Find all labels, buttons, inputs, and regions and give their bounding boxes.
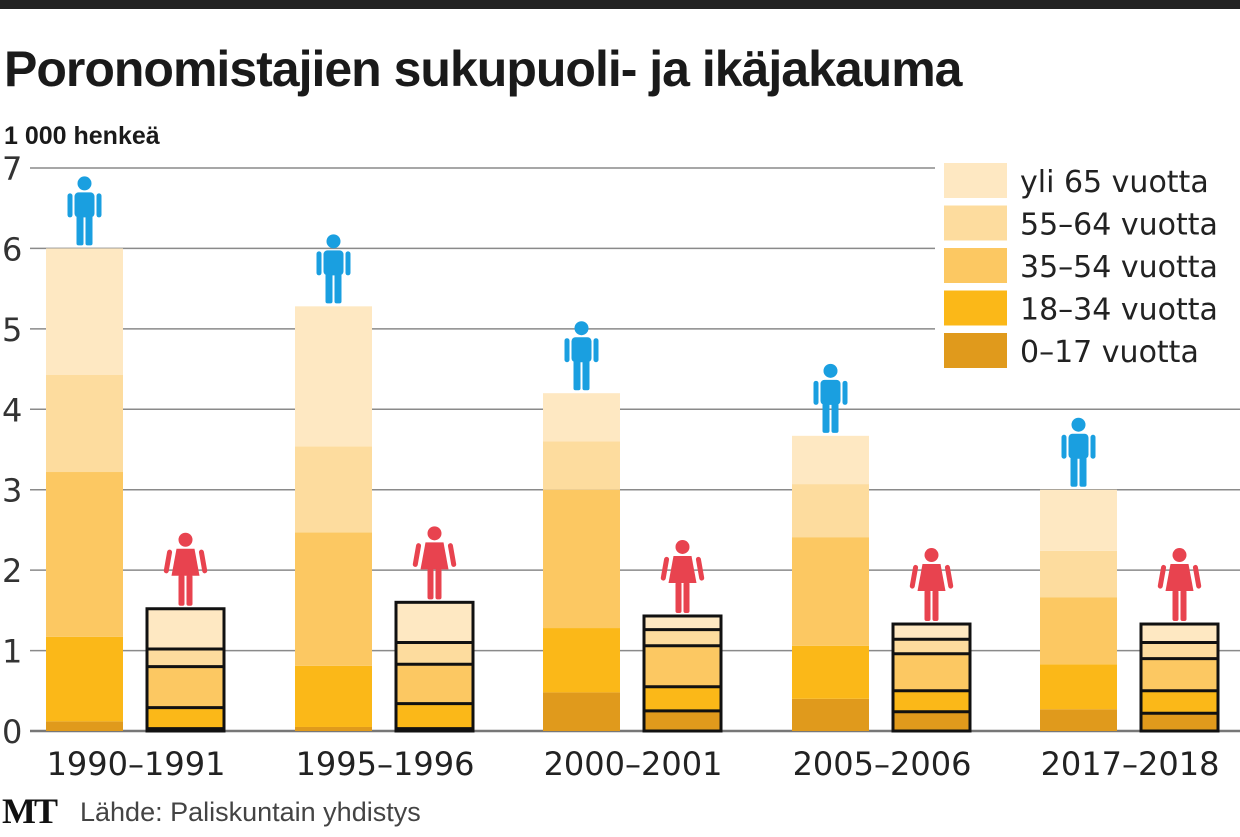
x-tick-label: 2005–2006 bbox=[793, 745, 972, 783]
bar-outline bbox=[145, 607, 226, 733]
bar-segment-naiset bbox=[893, 624, 970, 640]
bar-segment-naiset bbox=[147, 666, 224, 708]
bar-segment-miehet bbox=[46, 721, 123, 731]
bar-segment-naiset bbox=[644, 629, 721, 646]
bar-segment-miehet bbox=[543, 628, 620, 693]
bar-segment-miehet bbox=[46, 636, 123, 722]
legend-label: 55–64 vuotta bbox=[1020, 208, 1218, 243]
bar-outline bbox=[891, 622, 972, 733]
bar-segment-miehet bbox=[295, 446, 372, 533]
bar-segment-naiset bbox=[396, 703, 473, 729]
y-axis-unit-label: 1 000 henkeä bbox=[4, 122, 160, 150]
bar-segment-miehet bbox=[1040, 597, 1117, 665]
bar-segment-miehet bbox=[792, 645, 869, 699]
bar-segment-miehet bbox=[792, 435, 869, 485]
x-tick-label: 2000–2001 bbox=[544, 745, 723, 783]
legend-label: yli 65 vuotta bbox=[1020, 165, 1209, 200]
bar-segment-naiset bbox=[644, 645, 721, 687]
bar-segment-naiset bbox=[1141, 690, 1218, 714]
bar-segment-miehet bbox=[543, 441, 620, 490]
bar-segment-miehet bbox=[295, 306, 372, 447]
bar-segment-naiset bbox=[893, 653, 970, 691]
y-tick-label: 1 bbox=[2, 633, 22, 671]
x-tick-label: 2017–2018 bbox=[1041, 745, 1220, 783]
bar-segment-miehet bbox=[295, 665, 372, 727]
legend-label: 35–54 vuotta bbox=[1020, 250, 1218, 285]
y-tick-label: 5 bbox=[2, 311, 22, 349]
bar-segment-naiset bbox=[147, 648, 224, 667]
y-tick-label: 7 bbox=[2, 150, 22, 188]
bar-segment-naiset bbox=[147, 707, 224, 729]
bar-segment-miehet bbox=[1040, 664, 1117, 710]
y-tick-label: 6 bbox=[2, 230, 22, 268]
bar-segment-naiset bbox=[1141, 713, 1218, 731]
man-icon bbox=[1061, 417, 1096, 487]
bar-segment-miehet bbox=[792, 698, 869, 731]
man-icon bbox=[316, 234, 351, 304]
y-tick-label: 0 bbox=[2, 713, 22, 751]
woman-icon bbox=[660, 539, 705, 613]
bar-segment-miehet bbox=[1040, 489, 1117, 551]
bar-segment-naiset bbox=[1141, 642, 1218, 659]
mt-logo: MT bbox=[2, 791, 58, 831]
woman-icon bbox=[1157, 548, 1202, 622]
bar-segment-miehet bbox=[1040, 709, 1117, 731]
bar-segment-naiset bbox=[893, 711, 970, 731]
bar-segment-naiset bbox=[396, 602, 473, 643]
bar-segment-naiset bbox=[147, 608, 224, 649]
x-tick-label: 1995–1996 bbox=[296, 745, 475, 783]
bar-segment-miehet bbox=[1040, 550, 1117, 598]
bar-segment-miehet bbox=[543, 692, 620, 731]
bar-segment-naiset bbox=[644, 686, 721, 711]
legend-swatch bbox=[944, 163, 1007, 198]
bar-outline bbox=[1139, 622, 1220, 733]
bar-segment-naiset bbox=[644, 615, 721, 630]
bar-segment-miehet bbox=[46, 248, 123, 375]
legend-swatch bbox=[944, 333, 1007, 368]
bar-segment-naiset bbox=[1141, 624, 1218, 643]
bar-outline bbox=[642, 614, 723, 733]
bar-outline bbox=[394, 600, 475, 733]
legend-swatch bbox=[944, 290, 1007, 326]
woman-icon bbox=[909, 548, 954, 622]
bar-segment-naiset bbox=[396, 642, 473, 665]
man-icon bbox=[813, 363, 848, 433]
source-note: Lähde: Paliskuntain yhdistys bbox=[80, 797, 421, 827]
bar-segment-miehet bbox=[46, 472, 123, 637]
bar-segment-miehet bbox=[792, 484, 869, 538]
top-rule bbox=[0, 0, 1240, 9]
chart-title: Poronomistajien sukupuoli- ja ikäjakauma bbox=[4, 41, 962, 97]
legend-label: 18–34 vuotta bbox=[1020, 293, 1218, 328]
bar-segment-miehet bbox=[46, 374, 123, 473]
legend-label: 0–17 vuotta bbox=[1020, 335, 1199, 370]
bar-segment-naiset bbox=[396, 664, 473, 704]
x-tick-label: 1990–1991 bbox=[47, 745, 226, 783]
woman-icon bbox=[163, 532, 208, 606]
man-icon bbox=[564, 321, 599, 391]
bar-segment-miehet bbox=[543, 489, 620, 629]
y-tick-label: 3 bbox=[2, 472, 22, 510]
man-icon bbox=[67, 176, 102, 246]
bar-segment-miehet bbox=[295, 532, 372, 666]
bar-segment-miehet bbox=[295, 726, 372, 731]
bar-segment-miehet bbox=[792, 537, 869, 646]
woman-icon bbox=[412, 526, 457, 600]
bar-segment-naiset bbox=[893, 639, 970, 654]
bar-segment-naiset bbox=[644, 710, 721, 731]
y-tick-label: 2 bbox=[2, 552, 22, 590]
bar-segment-naiset bbox=[1141, 658, 1218, 691]
bar-segment-naiset bbox=[893, 690, 970, 712]
legend-swatch bbox=[944, 205, 1007, 241]
legend-swatch bbox=[944, 248, 1007, 283]
y-tick-label: 4 bbox=[2, 391, 22, 429]
bar-segment-miehet bbox=[543, 393, 620, 442]
